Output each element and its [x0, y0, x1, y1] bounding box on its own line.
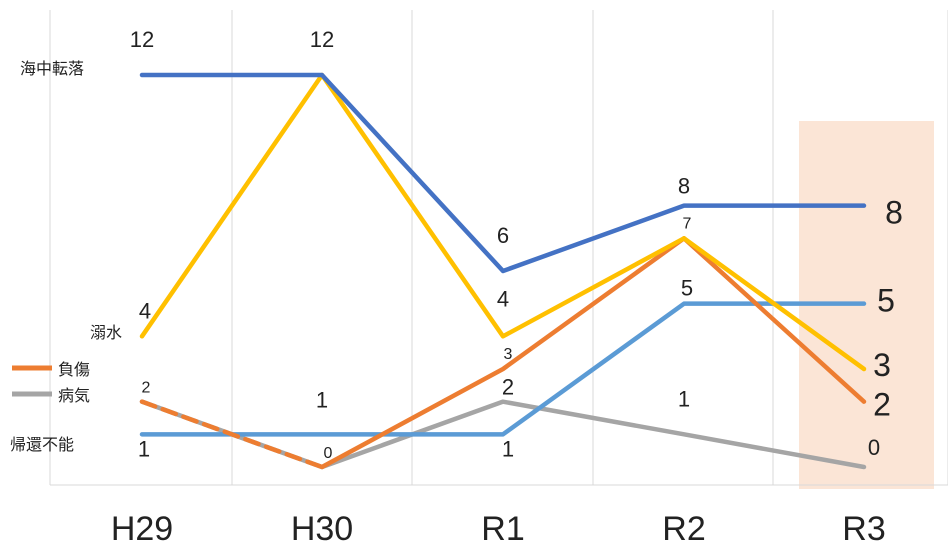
- x-tick-label-1: H30: [291, 510, 353, 547]
- series-name-label-1: 溺水: [90, 323, 122, 342]
- x-tick-label-0: H29: [111, 510, 173, 547]
- data-label-8: 3: [873, 347, 891, 383]
- data-label-4: 8: [885, 195, 903, 231]
- data-label-7: 7: [683, 215, 692, 232]
- series-line-2: [319, 236, 867, 470]
- x-tick-label-4: R3: [842, 510, 885, 547]
- data-label-19: 5: [681, 276, 693, 301]
- data-label-18: 1: [502, 436, 514, 461]
- series-line-0: [139, 72, 867, 274]
- data-label-1: 12: [310, 27, 334, 52]
- data-label-0: 12: [130, 27, 154, 52]
- data-label-3: 8: [678, 174, 690, 199]
- data-label-10: 0: [324, 445, 333, 462]
- series-name-label-4: 帰還不能: [10, 435, 74, 454]
- data-label-11: 3: [504, 346, 513, 363]
- series-name-label-0: 海中転落: [20, 59, 84, 78]
- data-label-13: 2: [502, 375, 514, 400]
- series-line-4: [139, 301, 867, 437]
- data-label-17: 1: [316, 387, 328, 412]
- data-label-20: 5: [877, 283, 895, 319]
- data-label-5: 4: [139, 298, 151, 323]
- x-tick-label-3: R2: [662, 510, 705, 547]
- data-label-16: 1: [138, 436, 150, 461]
- series-line-1: [139, 72, 867, 372]
- data-label-6: 4: [497, 286, 509, 311]
- series-name-label-3: 病気: [58, 386, 90, 405]
- series-line-3: [139, 399, 867, 470]
- series-2-segment-dashed: [139, 399, 325, 470]
- data-label-12: 2: [873, 387, 891, 423]
- x-tick-label-2: R1: [481, 510, 524, 547]
- data-label-9: 2: [142, 380, 151, 397]
- data-label-2: 6: [497, 223, 509, 248]
- series-name-label-2: 負傷: [58, 360, 90, 379]
- data-label-15: 0: [868, 435, 880, 460]
- data-label-14: 1: [678, 386, 690, 411]
